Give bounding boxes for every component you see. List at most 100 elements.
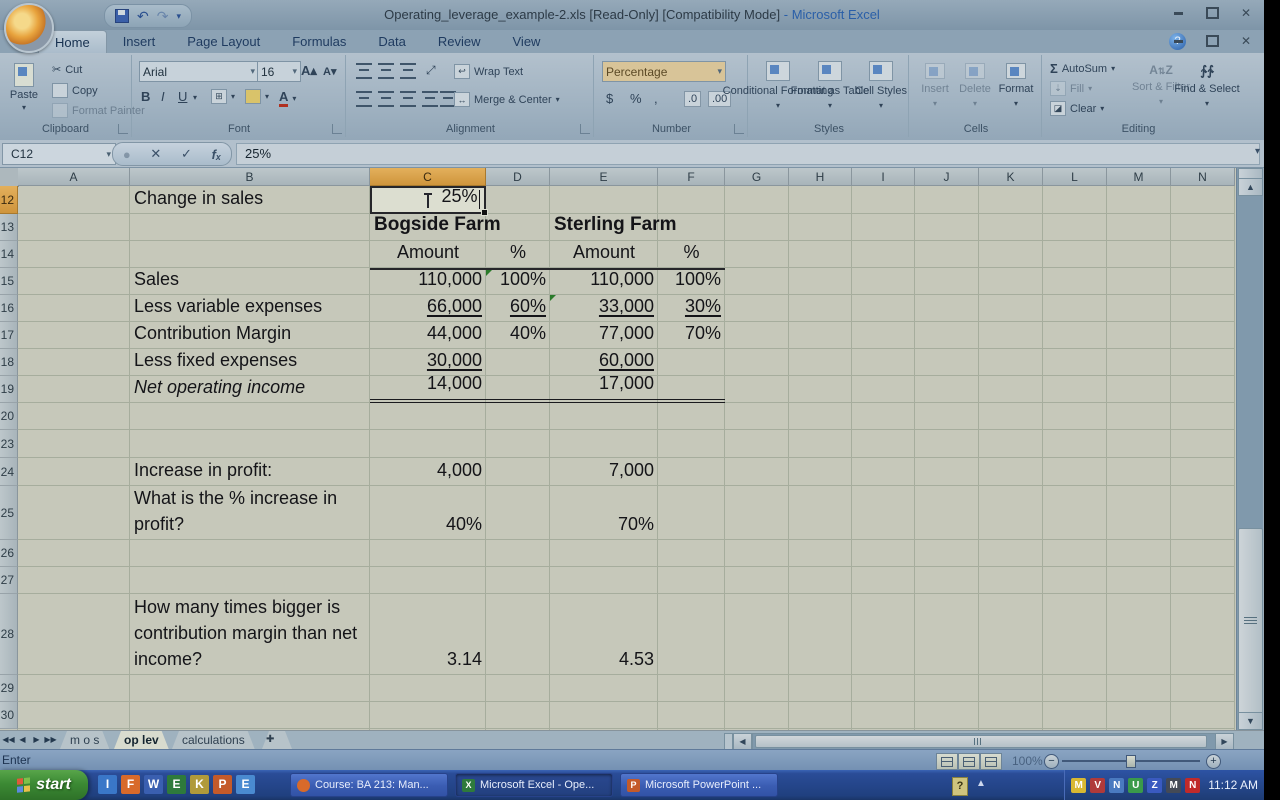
chevron-down-icon[interactable]: ▾ (250, 66, 255, 76)
row-header-13[interactable]: 13 (0, 214, 18, 241)
customize-qat-icon[interactable]: ▾ (176, 10, 181, 21)
next-sheet-icon[interactable]: ▶ (33, 735, 40, 744)
clipboard-dialog-launcher-icon[interactable] (118, 124, 128, 134)
messenger-tray-icon[interactable]: M (1071, 777, 1087, 793)
cell-E14[interactable]: Amount (550, 241, 658, 268)
cell-D17[interactable]: 40% (486, 322, 550, 349)
cell-B15[interactable]: Sales (130, 268, 370, 295)
copy-button[interactable]: Copy (52, 83, 98, 98)
clear-button[interactable]: ◪ Clear ▾ (1050, 101, 1104, 116)
row-header-12[interactable]: 12 (0, 186, 18, 214)
row-header-17[interactable]: 17 (0, 322, 18, 349)
row-header-28[interactable]: 28 (0, 594, 18, 675)
cell-D19[interactable] (486, 376, 550, 403)
column-header-G[interactable]: G (725, 168, 789, 186)
column-header-D[interactable]: D (486, 168, 550, 186)
horizontal-scroll-thumb[interactable] (755, 735, 1207, 748)
cell-E17[interactable]: 77,000 (550, 322, 658, 349)
row-header-20[interactable]: 20 (0, 403, 18, 430)
column-header-E[interactable]: E (550, 168, 658, 186)
borders-button[interactable]: ⊞ ▾ (211, 89, 235, 104)
tab-insert[interactable]: Insert (122, 34, 156, 49)
minimize-button[interactable] (1168, 6, 1188, 20)
horizontal-split-handle[interactable] (724, 733, 733, 750)
fill-color-button[interactable]: ▾ (245, 89, 269, 104)
zoom-slider-thumb[interactable] (1126, 755, 1136, 768)
cell-F14[interactable]: % (658, 241, 725, 268)
cell-E16[interactable]: 33,000 (550, 295, 658, 322)
decrease-indent-icon[interactable] (422, 91, 438, 107)
percent-style-button[interactable]: % (630, 91, 642, 106)
row-header-30[interactable]: 30 (0, 702, 18, 729)
cell-E24[interactable]: 7,000 (550, 458, 658, 486)
insert-worksheet-icon[interactable]: ✚ (262, 731, 292, 749)
chevron-down-icon[interactable]: ▾ (717, 66, 722, 76)
cell-D14[interactable]: % (486, 241, 550, 268)
font-name-combo[interactable]: Arial ▾ (139, 61, 259, 82)
cell-D15[interactable]: 100% (486, 268, 550, 295)
column-header-C[interactable]: C (370, 168, 486, 186)
comma-style-button[interactable]: , (654, 91, 658, 106)
shrink-font-button[interactable]: A▾ (323, 66, 337, 78)
tab-data[interactable]: Data (378, 34, 406, 49)
confirm-entry-icon[interactable]: ✓ (181, 146, 192, 161)
tab-formulas[interactable]: Formulas (292, 34, 347, 49)
cell-B24[interactable]: Increase in profit: (130, 458, 370, 486)
insert-function-icon[interactable]: fₓ (211, 146, 222, 162)
column-header-J[interactable]: J (915, 168, 979, 186)
show-hidden-icons-chevron[interactable]: ▲ (976, 778, 986, 789)
format-painter-button[interactable]: Format Painter (52, 103, 145, 118)
cell-C16[interactable]: 66,000 (370, 295, 486, 322)
sheet-tab-op-lev[interactable]: op lev (114, 731, 169, 749)
chevron-down-icon[interactable]: ▾ (292, 66, 297, 76)
zoom-level[interactable]: 100% (1012, 754, 1043, 768)
chevron-down-icon[interactable]: ▾ (106, 149, 111, 159)
last-sheet-icon[interactable]: ▶▶ (44, 735, 57, 744)
bottom-align-icon[interactable] (400, 63, 416, 79)
powerpoint-quicklaunch-icon[interactable]: P (213, 775, 232, 794)
column-header-N[interactable]: N (1171, 168, 1235, 186)
scroll-down-icon[interactable]: ▼ (1238, 712, 1263, 730)
excel-quicklaunch-icon[interactable]: E (167, 775, 186, 794)
cut-button[interactable]: ✂ Cut (52, 63, 83, 77)
align-right-icon[interactable] (400, 91, 416, 107)
workbook-minimize-button[interactable] (1168, 34, 1188, 48)
cell-F19[interactable] (658, 376, 725, 403)
word-quicklaunch-icon[interactable]: W (144, 775, 163, 794)
tab-review[interactable]: Review (437, 34, 481, 49)
zoom-out-icon[interactable]: − (1044, 754, 1059, 769)
workbook-close-button[interactable]: ✕ (1240, 34, 1252, 48)
font-color-button[interactable]: A ▾ (279, 89, 296, 107)
format-as-table-button[interactable]: Format as Table ▾ (791, 61, 869, 110)
align-center-icon[interactable] (378, 91, 394, 107)
save-icon[interactable] (115, 9, 129, 23)
undo-icon[interactable]: ↶ (137, 8, 149, 24)
zoom-in-icon[interactable]: + (1206, 754, 1221, 769)
sort-filter-button[interactable]: A⇅Z Sort & Filter ▾ (1131, 63, 1191, 106)
row-header-26[interactable]: 26 (0, 540, 18, 567)
number-dialog-launcher-icon[interactable] (734, 124, 744, 134)
cell-C17[interactable]: 44,000 (370, 322, 486, 349)
cell-B19[interactable]: Net operating income (130, 376, 370, 403)
office-button[interactable] (4, 3, 54, 53)
row-header-19[interactable]: 19 (0, 376, 18, 403)
scroll-up-icon[interactable]: ▲ (1238, 178, 1263, 196)
row-header-18[interactable]: 18 (0, 349, 18, 376)
cell-F15[interactable]: 100% (658, 268, 725, 295)
zone-tray-icon[interactable]: Z (1147, 777, 1163, 793)
column-header-L[interactable]: L (1043, 168, 1107, 186)
column-header-F[interactable]: F (658, 168, 725, 186)
top-align-icon[interactable] (356, 63, 372, 79)
restore-button[interactable] (1202, 6, 1222, 20)
column-header-K[interactable]: K (979, 168, 1043, 186)
alignment-dialog-launcher-icon[interactable] (580, 124, 590, 134)
fill-button[interactable]: ⇣ Fill ▾ (1050, 81, 1092, 96)
row-header-15[interactable]: 15 (0, 268, 18, 295)
column-header-A[interactable]: A (18, 168, 130, 186)
start-button[interactable]: start (0, 770, 88, 800)
insert-cells-button[interactable]: Insert ▾ (917, 63, 953, 108)
row-header-14[interactable]: 14 (0, 241, 18, 268)
taskbar-window-firefox[interactable]: Course: BA 213: Man... (290, 773, 448, 797)
vertical-scrollbar[interactable]: ▲ ▼ (1236, 168, 1263, 730)
italic-button[interactable]: I (161, 89, 165, 104)
